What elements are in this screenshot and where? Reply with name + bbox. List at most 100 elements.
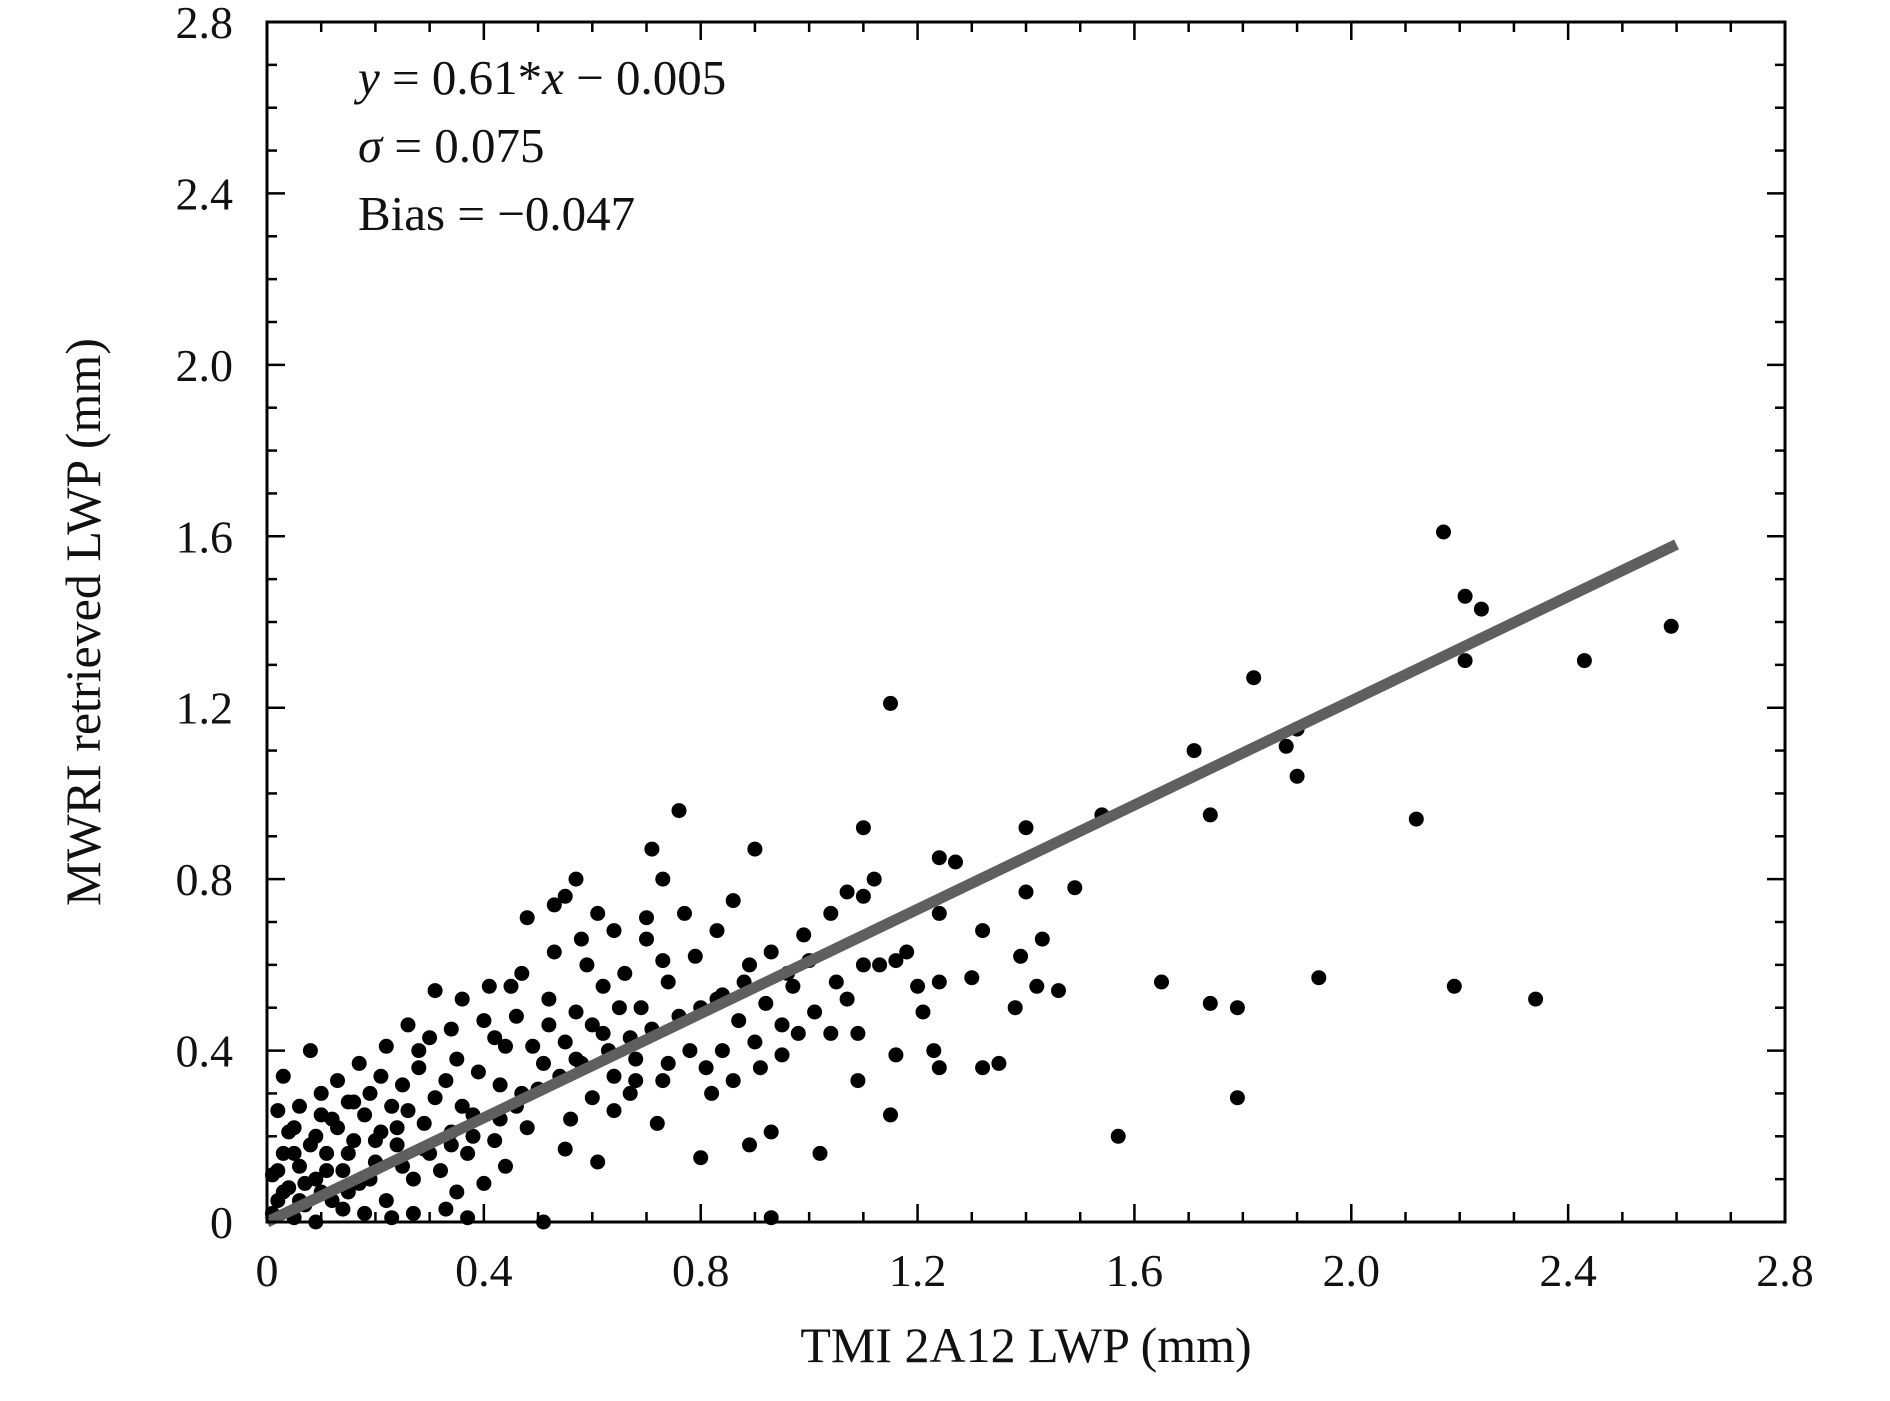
scatter-point — [427, 983, 443, 999]
scatter-point — [628, 1051, 644, 1067]
scatter-point — [487, 1030, 503, 1046]
scatter-point — [628, 1073, 644, 1089]
scatter-point — [492, 1077, 508, 1093]
scatter-point — [899, 944, 915, 960]
scatter-point — [498, 1158, 513, 1174]
scatter-point — [416, 1115, 432, 1131]
scatter-point — [590, 905, 606, 921]
scatter-point — [725, 893, 741, 909]
scatter-point — [948, 854, 963, 870]
scatter-point — [931, 905, 947, 921]
scatter-point — [595, 978, 611, 994]
scatter-point — [606, 1103, 622, 1119]
scatter-point — [411, 1060, 427, 1076]
scatter-point — [357, 1107, 373, 1123]
scatter-point — [281, 1124, 297, 1140]
scatter-point — [725, 1073, 741, 1089]
scatter-point — [1229, 1000, 1245, 1016]
scatter-point — [855, 957, 871, 973]
scatter-point — [573, 931, 589, 947]
scatter-point — [1186, 743, 1202, 759]
scatter-point — [931, 850, 947, 866]
scatter-point — [926, 1043, 942, 1059]
scatter-point — [557, 1141, 573, 1157]
scatter-point — [487, 1133, 503, 1149]
scatter-point — [449, 1051, 465, 1067]
scatter-point — [443, 1021, 459, 1037]
scatter-point — [752, 1060, 768, 1076]
scatter-point — [584, 1090, 600, 1106]
scatter-point — [286, 1145, 302, 1161]
scatter-point — [866, 871, 882, 887]
scatter-point — [470, 1064, 486, 1080]
scatter-point — [400, 1017, 416, 1033]
scatter-point — [297, 1175, 313, 1191]
y-tick-label: 0.8 — [176, 854, 234, 905]
equation-y-var: y — [353, 50, 380, 105]
scatter-point — [584, 1017, 600, 1033]
scatter-point — [828, 974, 844, 990]
scatter-point — [590, 1154, 606, 1170]
scatter-point — [774, 1047, 790, 1063]
scatter-point — [1110, 1128, 1126, 1144]
scatter-point — [850, 1073, 866, 1089]
scatter-point — [807, 1004, 823, 1020]
scatter-point — [476, 1175, 492, 1191]
scatter-point — [660, 1055, 676, 1071]
scatter-point — [1154, 974, 1169, 990]
scatter-point — [714, 1043, 730, 1059]
scatter-point — [508, 1008, 524, 1024]
scatter-point — [850, 1025, 866, 1041]
scatter-point — [1446, 978, 1462, 994]
scatter-point — [1663, 618, 1679, 634]
scatter-point — [1436, 524, 1451, 540]
scatter-point — [595, 1025, 611, 1041]
x-tick-label: 2.8 — [1756, 1245, 1814, 1296]
sigma-symbol: σ — [358, 118, 384, 173]
x-axis-label: TMI 2A12 LWP (mm) — [800, 1317, 1251, 1373]
scatter-point — [346, 1133, 362, 1149]
scatter-point — [449, 1184, 465, 1200]
scatter-point — [378, 1038, 394, 1054]
scatter-point — [465, 1128, 481, 1144]
scatter-point — [411, 1043, 427, 1059]
scatter-point — [931, 1060, 947, 1076]
scatter-point — [557, 1034, 573, 1050]
scatter-point — [931, 974, 947, 990]
scatter-point — [568, 1004, 584, 1020]
scatter-point — [687, 948, 703, 964]
scatter-point — [855, 888, 871, 904]
scatter-point — [367, 1133, 383, 1149]
scatter-point — [611, 1000, 627, 1016]
scatter-point — [883, 1107, 898, 1123]
scatter-point — [964, 970, 980, 986]
scatter-point — [1473, 601, 1489, 617]
scatter-point — [389, 1137, 405, 1153]
scatter-point — [541, 991, 557, 1007]
scatter-point — [622, 1085, 638, 1101]
scatter-point — [1007, 1000, 1023, 1016]
scatter-point — [839, 884, 855, 900]
scatter-point — [1528, 991, 1544, 1007]
scatter-point — [763, 1124, 779, 1140]
y-axis-label: MWRI retrieved LWP (mm) — [55, 338, 111, 906]
scatter-point — [270, 1163, 286, 1179]
scatter-point — [313, 1085, 329, 1101]
fit-equation-annotation: y = 0.61*x − 0.005 — [353, 50, 726, 105]
scatter-point — [438, 1073, 454, 1089]
scatter-point — [275, 1145, 291, 1161]
sigma-annotation: σ = 0.075 — [358, 118, 545, 173]
scatter-point — [292, 1158, 307, 1174]
scatter-point — [536, 1055, 551, 1071]
scatter-point — [335, 1201, 351, 1217]
x-tick-label: 0 — [256, 1245, 279, 1296]
scatter-point — [1289, 768, 1305, 784]
scatter-point — [742, 1137, 757, 1153]
regression-line — [264, 539, 1679, 1227]
scatter-point — [774, 1017, 790, 1033]
axis-ticks — [265, 20, 1787, 1224]
equation-tail: − 0.005 — [564, 50, 726, 105]
scatter-point — [378, 1193, 394, 1209]
scatter-point — [546, 897, 562, 913]
